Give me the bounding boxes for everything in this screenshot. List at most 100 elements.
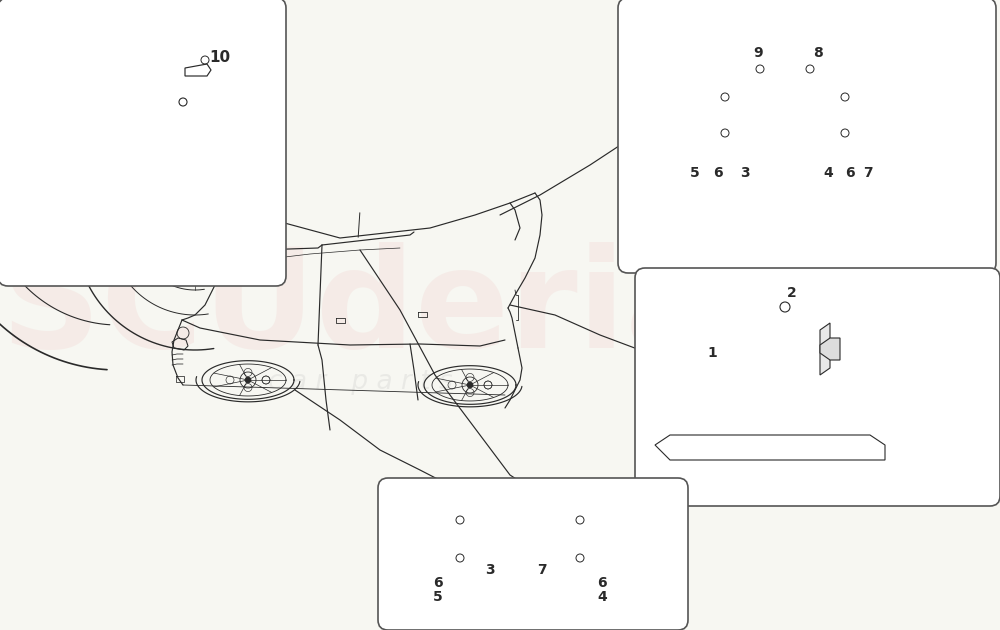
Bar [884,322,907,345]
Text: 6: 6 [433,576,443,590]
Bar [827,315,849,337]
Bar [815,299,838,322]
Bar [884,230,907,253]
Bar [717,425,739,447]
Polygon shape [820,323,830,375]
FancyBboxPatch shape [378,478,688,630]
Bar [849,337,871,359]
Bar [805,469,827,491]
Text: SCUderia: SCUderia [1,243,719,377]
Bar [746,230,769,253]
Bar [815,345,838,368]
Bar [783,359,805,381]
Text: 9: 9 [753,46,763,60]
Bar [805,293,827,315]
Circle shape [467,382,473,388]
FancyBboxPatch shape [635,268,1000,506]
Bar [884,414,907,437]
Bar [884,368,907,391]
Bar [815,253,838,276]
Bar [871,359,893,381]
Text: 1: 1 [707,346,717,360]
Bar [700,414,723,437]
Bar [739,447,761,469]
Text: 3: 3 [485,563,495,577]
Text: 6: 6 [713,166,723,180]
Bar [827,359,849,381]
Bar [700,322,723,345]
Bar [849,293,871,315]
Bar [861,391,884,414]
Bar [761,337,783,359]
Polygon shape [820,338,840,360]
Text: 5: 5 [690,166,700,180]
Bar [805,381,827,403]
Bar [783,315,805,337]
Bar [700,368,723,391]
Bar [769,391,792,414]
Bar [723,299,746,322]
Bar [838,322,861,345]
Bar [861,299,884,322]
Text: 2: 2 [787,286,797,300]
Bar [815,391,838,414]
Bar [893,425,915,447]
Bar [849,469,871,491]
Bar [792,414,815,437]
Text: 8: 8 [813,46,823,60]
Bar [700,276,723,299]
Bar [849,381,871,403]
Bar [884,276,907,299]
Bar [769,299,792,322]
Bar [761,425,783,447]
Text: c a r   p a r t s: c a r p a r t s [268,369,452,395]
Bar [792,322,815,345]
Bar [769,345,792,368]
Bar [783,403,805,425]
FancyBboxPatch shape [618,0,996,273]
Bar [761,381,783,403]
Text: 4: 4 [823,166,833,180]
Bar [861,345,884,368]
Bar [739,359,761,381]
Bar [849,425,871,447]
Bar [746,414,769,437]
Bar [723,253,746,276]
Bar [893,381,915,403]
Bar [717,337,739,359]
Bar [805,337,827,359]
Bar [838,414,861,437]
Text: 5: 5 [433,590,443,604]
Bar [792,230,815,253]
Text: 7: 7 [863,166,873,180]
Bar [792,368,815,391]
Bar [717,293,739,315]
Bar [871,403,893,425]
Bar [827,403,849,425]
Circle shape [245,377,251,383]
Circle shape [192,227,198,233]
Bar [723,391,746,414]
Bar [700,230,723,253]
Bar [871,447,893,469]
Bar [893,469,915,491]
Bar [893,337,915,359]
Bar [893,293,915,315]
Bar [769,253,792,276]
Bar [783,447,805,469]
FancyBboxPatch shape [0,0,286,286]
Bar [746,276,769,299]
Bar [761,469,783,491]
Bar [717,381,739,403]
Text: 7: 7 [537,563,547,577]
Text: 3: 3 [740,166,750,180]
Text: 10: 10 [209,50,231,66]
Bar [717,469,739,491]
Bar [746,368,769,391]
Bar [739,315,761,337]
Bar [838,230,861,253]
Bar [827,447,849,469]
Bar [838,276,861,299]
Bar [761,293,783,315]
Bar [723,345,746,368]
